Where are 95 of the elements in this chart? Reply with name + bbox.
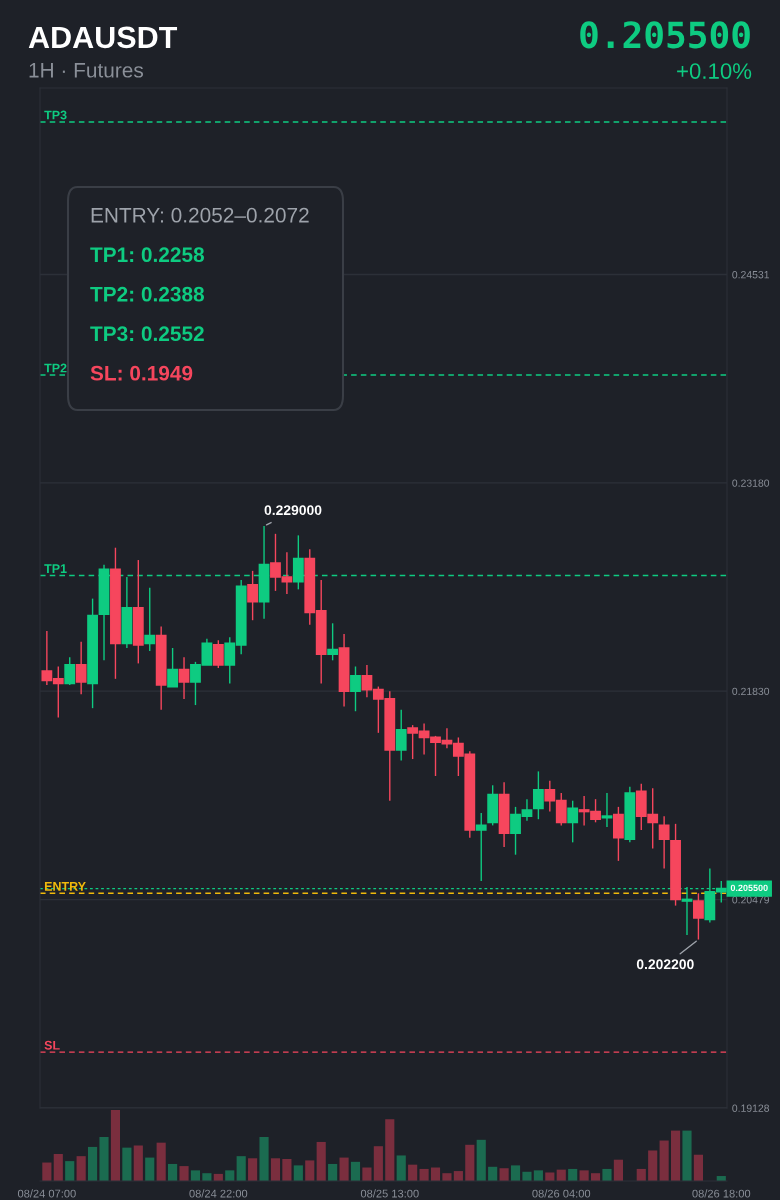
annotation: 0.229000 xyxy=(264,505,322,516)
bar xyxy=(350,1161,361,1181)
ref-line-label: ENTRY xyxy=(44,882,86,891)
bar xyxy=(488,1166,498,1181)
bar xyxy=(145,1157,155,1181)
chart-subtitle: 1H · Futures xyxy=(29,63,144,78)
y-tick-label: 0.19128 xyxy=(732,1104,770,1112)
y-tick-label: 0.20479 xyxy=(732,896,770,904)
bar xyxy=(179,1166,189,1181)
candlestick xyxy=(212,639,224,669)
bar xyxy=(328,1163,338,1181)
annotation: TP2: 0.2388 xyxy=(90,286,205,302)
candlestick xyxy=(601,792,613,828)
bar xyxy=(316,1141,326,1181)
ref-line-label: 0.205500 xyxy=(730,884,768,892)
bar xyxy=(293,1165,303,1181)
ref-line-label: TP3 xyxy=(44,110,67,120)
bar xyxy=(522,1171,532,1181)
bar xyxy=(76,1156,86,1181)
text: 0.205500 xyxy=(580,21,750,49)
bar xyxy=(648,1150,658,1181)
bar xyxy=(133,1145,143,1181)
bar xyxy=(419,1168,429,1181)
bar xyxy=(88,1146,98,1181)
candlestick xyxy=(567,800,579,844)
bar xyxy=(693,1154,703,1181)
annotation: ENTRY: 0.2052–0.2072 xyxy=(91,207,309,223)
bar xyxy=(99,1136,109,1181)
bar xyxy=(53,1154,63,1181)
annotation: TP3: 0.2552 xyxy=(90,326,204,342)
x-tick-label: 08/24 22:00 xyxy=(189,1189,248,1198)
bar xyxy=(568,1168,578,1181)
bar xyxy=(270,1158,281,1181)
ref-line-label: TP2 xyxy=(44,363,67,373)
bar xyxy=(613,1159,623,1181)
candlestick xyxy=(395,708,407,762)
x-tick-label: 08/26 18:00 xyxy=(692,1189,751,1198)
bar xyxy=(533,1170,543,1181)
bar xyxy=(499,1168,509,1181)
bar xyxy=(636,1168,646,1181)
candlestick xyxy=(167,647,179,688)
bar xyxy=(579,1170,589,1181)
text: +0.10% xyxy=(677,63,752,79)
bar xyxy=(339,1157,349,1181)
candlestick xyxy=(75,641,87,695)
bar xyxy=(65,1161,75,1181)
y-tick-label: 0.24531 xyxy=(732,271,770,279)
candlestick xyxy=(144,587,156,652)
bar xyxy=(659,1140,669,1181)
bar xyxy=(408,1164,418,1181)
bar xyxy=(396,1155,406,1181)
candlestick xyxy=(350,665,361,712)
bar xyxy=(42,1162,52,1181)
bar xyxy=(225,1170,235,1181)
ref-line-label: SL xyxy=(44,1040,60,1050)
candlestick xyxy=(532,770,544,820)
bar xyxy=(682,1130,692,1181)
annotation: TP1: 0.2258 xyxy=(90,247,205,263)
bar xyxy=(168,1163,178,1181)
bar xyxy=(545,1172,555,1181)
bar xyxy=(248,1158,258,1181)
bar xyxy=(156,1142,166,1181)
annotation: 0.202200 xyxy=(636,959,694,970)
x-tick-label: 08/24 07:00 xyxy=(17,1189,76,1198)
bar xyxy=(110,1110,121,1181)
bar xyxy=(442,1173,452,1181)
bar xyxy=(476,1139,486,1181)
y-tick-label: 0.23180 xyxy=(732,479,770,487)
bar xyxy=(190,1170,201,1181)
annotation: SL: 0.1949 xyxy=(90,365,193,381)
bar xyxy=(602,1168,612,1181)
ref-line-label: TP1 xyxy=(44,564,67,573)
y-tick-label: 0.21830 xyxy=(732,687,770,696)
candlestick xyxy=(693,892,704,941)
bar xyxy=(385,1119,395,1181)
chart-title: ADAUSDT xyxy=(28,26,178,49)
candlestick xyxy=(658,815,670,870)
bar xyxy=(465,1144,475,1181)
bar xyxy=(305,1160,315,1181)
x-tick-label: 08/26 04:00 xyxy=(532,1189,591,1198)
candlestick xyxy=(247,570,259,621)
candlestick xyxy=(178,656,190,700)
x-tick-label: 08/25 13:00 xyxy=(360,1189,419,1198)
candlestick xyxy=(327,622,339,662)
bar xyxy=(373,1146,383,1181)
bar xyxy=(122,1147,132,1181)
candlestick xyxy=(475,812,487,882)
bar xyxy=(259,1136,269,1181)
bar xyxy=(510,1165,521,1181)
bar xyxy=(670,1130,681,1181)
candlestick xyxy=(612,806,624,862)
bar xyxy=(282,1158,292,1181)
bar xyxy=(236,1156,246,1181)
candlestick xyxy=(292,534,304,591)
candlestick xyxy=(64,656,76,686)
